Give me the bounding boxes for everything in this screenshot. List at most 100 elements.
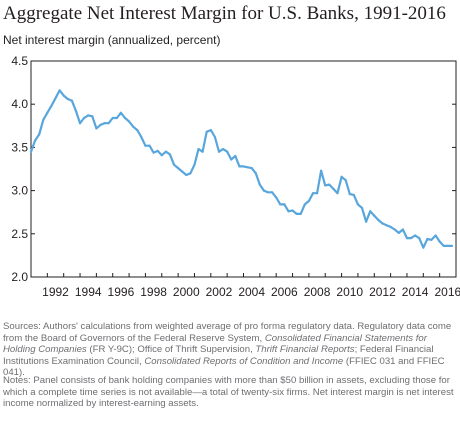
data-point (320, 169, 323, 172)
data-point (287, 210, 290, 213)
data-point (303, 203, 306, 206)
sources-text-mid1: (FR Y-9C); Office of Thrift Supervision, (86, 344, 256, 356)
data-point (209, 129, 212, 132)
data-point (168, 153, 171, 156)
data-point (430, 238, 433, 241)
x-tick-label: 2012 (369, 285, 396, 299)
data-point (397, 231, 400, 234)
data-point (307, 199, 310, 203)
data-point (58, 89, 61, 92)
x-tick-label: 1996 (108, 285, 135, 299)
data-point (279, 203, 282, 206)
sources-title-thrift: Thrift Financial Reports (255, 344, 355, 356)
data-point (234, 154, 237, 158)
data-point (205, 130, 208, 133)
data-point (409, 237, 413, 240)
data-point (160, 154, 163, 157)
data-point (405, 237, 409, 240)
data-point (95, 127, 98, 130)
data-point (136, 129, 139, 132)
data-point (340, 175, 343, 178)
data-point (381, 222, 384, 225)
data-point (148, 144, 151, 147)
data-point (217, 150, 221, 153)
data-point (316, 192, 319, 195)
data-point (66, 97, 69, 101)
data-point (393, 228, 396, 231)
data-point (62, 94, 65, 97)
x-tick-label: 2010 (336, 285, 363, 299)
data-point (299, 212, 302, 215)
sources-text-tail: (FFIEC 031 and FFIEC 041). (3, 355, 445, 379)
y-tick-label: 3.5 (11, 140, 28, 154)
data-point (328, 183, 331, 186)
data-point (377, 218, 380, 222)
data-point (238, 165, 241, 168)
data-point (332, 187, 335, 190)
data-point (50, 104, 53, 107)
data-point (271, 191, 274, 194)
data-point (365, 220, 368, 223)
data-point (336, 192, 339, 195)
data-point (46, 111, 49, 114)
data-point (414, 234, 417, 237)
data-point (369, 210, 372, 213)
sources-title-fry9c: Consolidated Financial Statements for Ho… (3, 332, 427, 356)
data-point (434, 234, 437, 237)
data-point (193, 163, 196, 166)
x-axis: 1992 1994 1996 1998 2000 2002 2004 2006 2008 2010… (30, 273, 460, 299)
data-point (42, 118, 45, 121)
chart-title: Aggregate Net Interest Margin for U.S. B… (3, 3, 446, 24)
data-point (132, 125, 135, 128)
data-point (144, 144, 147, 147)
y-axis-label: Net interest margin (annualized, percent… (3, 33, 221, 47)
data-point (438, 240, 441, 243)
data-point (83, 116, 86, 120)
sources-title-ffiec: Consolidated Reports of Condition and In… (144, 355, 344, 367)
data-point (222, 148, 225, 151)
x-tick-label: 2014 (402, 285, 429, 299)
data-point (70, 99, 73, 102)
x-tick-label: 2004 (238, 285, 265, 299)
data-point (266, 191, 270, 194)
sources-text-lead: Sources: Authors' calculations from weig… (3, 321, 452, 344)
data-point (181, 170, 184, 173)
data-point (152, 151, 155, 154)
data-point (111, 116, 114, 120)
y-tick-label: 2.0 (11, 270, 28, 284)
data-point (172, 163, 176, 166)
sources-text-mid2: ; Federal Financial Institutions Examina… (3, 344, 434, 367)
data-point (123, 116, 127, 120)
data-point (324, 184, 327, 187)
data-point (74, 110, 78, 113)
y-tick-label: 2.5 (11, 227, 28, 241)
x-tick-label: 2002 (206, 285, 233, 299)
data-point (446, 244, 449, 247)
data-point (185, 173, 188, 177)
data-point (291, 209, 294, 212)
data-point (54, 97, 57, 100)
data-point (34, 139, 37, 142)
data-point (156, 149, 159, 152)
data-point (197, 148, 200, 151)
data-point (38, 133, 41, 136)
y-axis: 2.0 2.5 3.0 3.5 4.0 4.5 (11, 54, 456, 284)
data-point (87, 114, 90, 117)
data-point (103, 122, 106, 125)
data-point (177, 167, 180, 170)
data-point (422, 246, 425, 249)
x-tick-label: 2000 (173, 285, 200, 299)
data-point (189, 172, 192, 175)
data-point (373, 214, 376, 217)
data-point (258, 183, 261, 186)
data-point (262, 189, 265, 192)
data-point (450, 244, 453, 247)
x-tick-label: 1994 (75, 285, 102, 299)
data-point (119, 111, 122, 114)
data-point (230, 158, 233, 161)
data-point (226, 150, 229, 153)
data-point (283, 203, 286, 206)
series-line-net-interest-margin (29, 89, 453, 249)
data-point (344, 179, 347, 182)
y-tick-label: 4.5 (11, 54, 28, 68)
